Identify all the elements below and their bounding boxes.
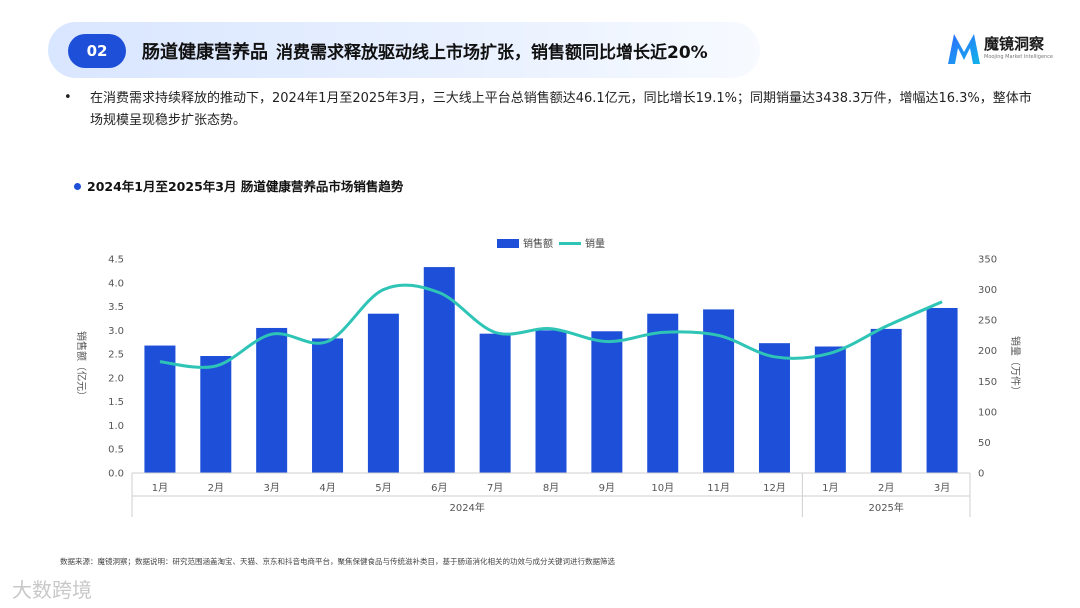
- x-tick-label: 1月: [152, 482, 168, 494]
- heading-dot-icon: [74, 183, 81, 190]
- bullet: •: [64, 90, 72, 105]
- y-left-axis-label: 销售额（亿元）: [75, 331, 88, 401]
- bar-sales: [758, 343, 790, 473]
- y-right-tick-label: 100: [978, 407, 997, 418]
- bar-sales: [144, 345, 176, 473]
- y-right-tick-label: 50: [978, 438, 991, 449]
- bar-sales: [647, 313, 679, 473]
- bar-sales: [535, 330, 567, 473]
- bar-sales: [256, 327, 288, 473]
- x-tick-label: 4月: [319, 482, 335, 494]
- x-group-label: 2024年: [449, 501, 484, 514]
- x-tick-label: 5月: [375, 482, 391, 494]
- x-tick-label: 3月: [934, 482, 950, 494]
- data-source-note: 数据来源：魔镜洞察；数据说明：研究范围涵盖淘宝、天猫、京东和抖音电商平台，聚焦保…: [60, 557, 615, 566]
- y-left-tick-label: 0.5: [108, 445, 124, 456]
- bar-sales: [814, 346, 846, 473]
- y-left-tick-label: 4.5: [108, 255, 124, 266]
- chart-heading-text: 2024年1月至2025年3月 肠道健康营养品市场销售趋势: [87, 179, 404, 194]
- x-tick-label: 2月: [208, 482, 224, 494]
- x-tick-label: 10月: [651, 482, 674, 494]
- y-right-axis-label: 销量（万件）: [1009, 336, 1022, 396]
- section-number-badge: 02: [68, 34, 126, 68]
- watermark: 大数跨境: [12, 578, 92, 602]
- y-right-tick-label: 200: [978, 346, 997, 357]
- line-volume: [159, 283, 943, 369]
- title-sub: 消费需求释放驱动线上市场扩张，销售额同比增长近20%: [276, 43, 708, 63]
- y-left-tick-label: 1.0: [108, 421, 124, 432]
- y-right-tick-label: 150: [978, 377, 997, 388]
- y-left-tick-label: 2.5: [108, 350, 124, 361]
- x-tick-label: 8月: [543, 482, 559, 494]
- y-right-tick-label: 250: [978, 316, 997, 327]
- header-band: [48, 22, 760, 78]
- bar-sales: [870, 328, 902, 473]
- bar-sales: [367, 313, 399, 473]
- y-right-tick-label: 300: [978, 285, 997, 296]
- y-left-tick-label: 3.5: [108, 302, 124, 313]
- title-main: 肠道健康营养品: [142, 42, 268, 63]
- legend-volume-label: 销量: [585, 237, 605, 250]
- bar-sales: [200, 356, 232, 473]
- y-left-tick-label: 3.0: [108, 326, 124, 337]
- y-left-tick-label: 0.0: [108, 469, 124, 480]
- chart-heading: 2024年1月至2025年3月 肠道健康营养品市场销售趋势: [74, 176, 403, 195]
- x-group-label: 2025年: [868, 501, 903, 514]
- x-tick-label: 2月: [878, 482, 894, 494]
- bar-sales: [423, 267, 455, 473]
- y-right-tick-label: 0: [978, 469, 984, 480]
- x-tick-label: 6月: [431, 482, 447, 494]
- x-tick-label: 9月: [599, 482, 615, 494]
- x-tick-label: 1月: [822, 482, 838, 494]
- legend-sales-label: 销售额: [523, 237, 553, 250]
- legend-sales-swatch: [497, 239, 519, 248]
- y-left-tick-label: 4.0: [108, 278, 124, 289]
- summary-text: 在消费需求持续释放的推动下，2024年1月至2025年3月，三大线上平台总销售额…: [90, 91, 1032, 128]
- brand-name: 魔镜洞察: [984, 35, 1045, 53]
- bar-sales: [312, 338, 344, 473]
- x-tick-label: 7月: [487, 482, 503, 494]
- x-tick-label: 12月: [763, 482, 786, 494]
- bar-sales: [479, 333, 511, 473]
- brand-tagline: Moojing Market Intelligence: [984, 54, 1054, 60]
- bar-sales: [926, 307, 958, 473]
- y-right-tick-label: 350: [978, 255, 997, 266]
- x-tick-label: 3月: [263, 482, 279, 494]
- brand-logo-icon: [948, 34, 980, 64]
- page-title: 肠道健康营养品 消费需求释放驱动线上市场扩张，销售额同比增长近20%: [142, 38, 708, 64]
- bar-sales: [591, 331, 623, 473]
- y-left-tick-label: 2.0: [108, 373, 124, 384]
- x-tick-label: 11月: [707, 482, 730, 494]
- y-left-tick-label: 1.5: [108, 397, 124, 408]
